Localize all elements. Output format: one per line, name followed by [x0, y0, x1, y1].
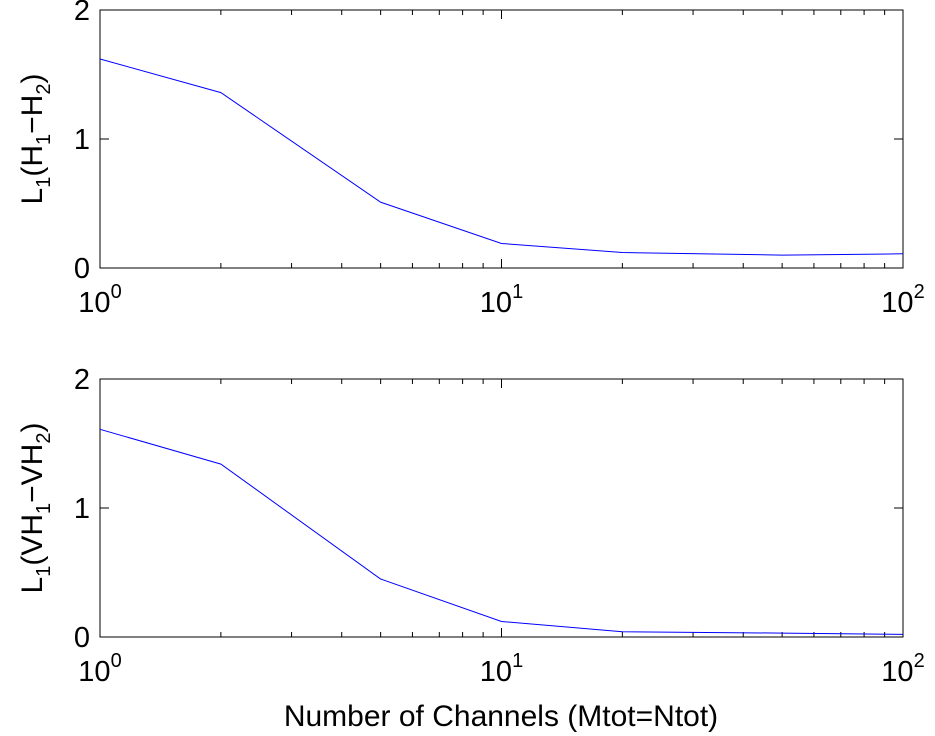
y-tick-label: 1 [74, 124, 90, 156]
y-tick-labels: 0 1 2 [74, 364, 90, 654]
y-tick-label: 2 [74, 364, 90, 396]
series-line [99, 428, 904, 635]
x-tick-label: 101 [480, 650, 523, 688]
data-point [99, 428, 102, 431]
x-axis-label: Number of Channels (Mtot=Ntot) [284, 700, 718, 733]
data-point [379, 577, 382, 580]
data-point [219, 91, 222, 94]
y-axis-label: L1(VH1−VH2) [16, 423, 55, 594]
x-tick-label: 100 [78, 650, 121, 688]
data-point [621, 251, 624, 254]
y-axis-label: L1(H1−H2) [16, 74, 55, 205]
chart-top: 100 101 102 0 1 2 L1(H1−H2) [16, 0, 925, 319]
series-line [99, 58, 904, 256]
x-tick-label: 100 [78, 281, 121, 319]
x-tick-label: 101 [480, 281, 523, 319]
data-point [902, 252, 905, 255]
data-point [99, 58, 102, 61]
data-point [500, 620, 503, 623]
y-tick-label: 0 [74, 622, 90, 654]
chart-bottom: 100 101 102 0 1 2 L1(VH1−VH2) Number of Chan… [16, 364, 925, 733]
x-tick-labels: 100 101 102 [78, 281, 924, 319]
data-points [99, 428, 905, 636]
minor-ticks [99, 9, 904, 269]
y-tick-label: 1 [74, 493, 90, 525]
data-point [379, 201, 382, 204]
data-points [99, 58, 905, 257]
plot-area-frame [99, 9, 904, 269]
x-tick-label: 102 [881, 650, 924, 688]
data-point [219, 463, 222, 466]
data-point [781, 254, 784, 257]
plot-area-frame [99, 378, 904, 638]
data-point [781, 632, 784, 635]
data-point [902, 633, 905, 636]
y-tick-label: 2 [74, 0, 90, 27]
x-tick-labels: 100 101 102 [78, 650, 924, 688]
data-point [500, 242, 503, 245]
y-tick-labels: 0 1 2 [74, 0, 90, 285]
minor-ticks [99, 378, 904, 638]
x-tick-label: 102 [881, 281, 924, 319]
y-tick-label: 0 [74, 253, 90, 285]
data-point [621, 630, 624, 633]
